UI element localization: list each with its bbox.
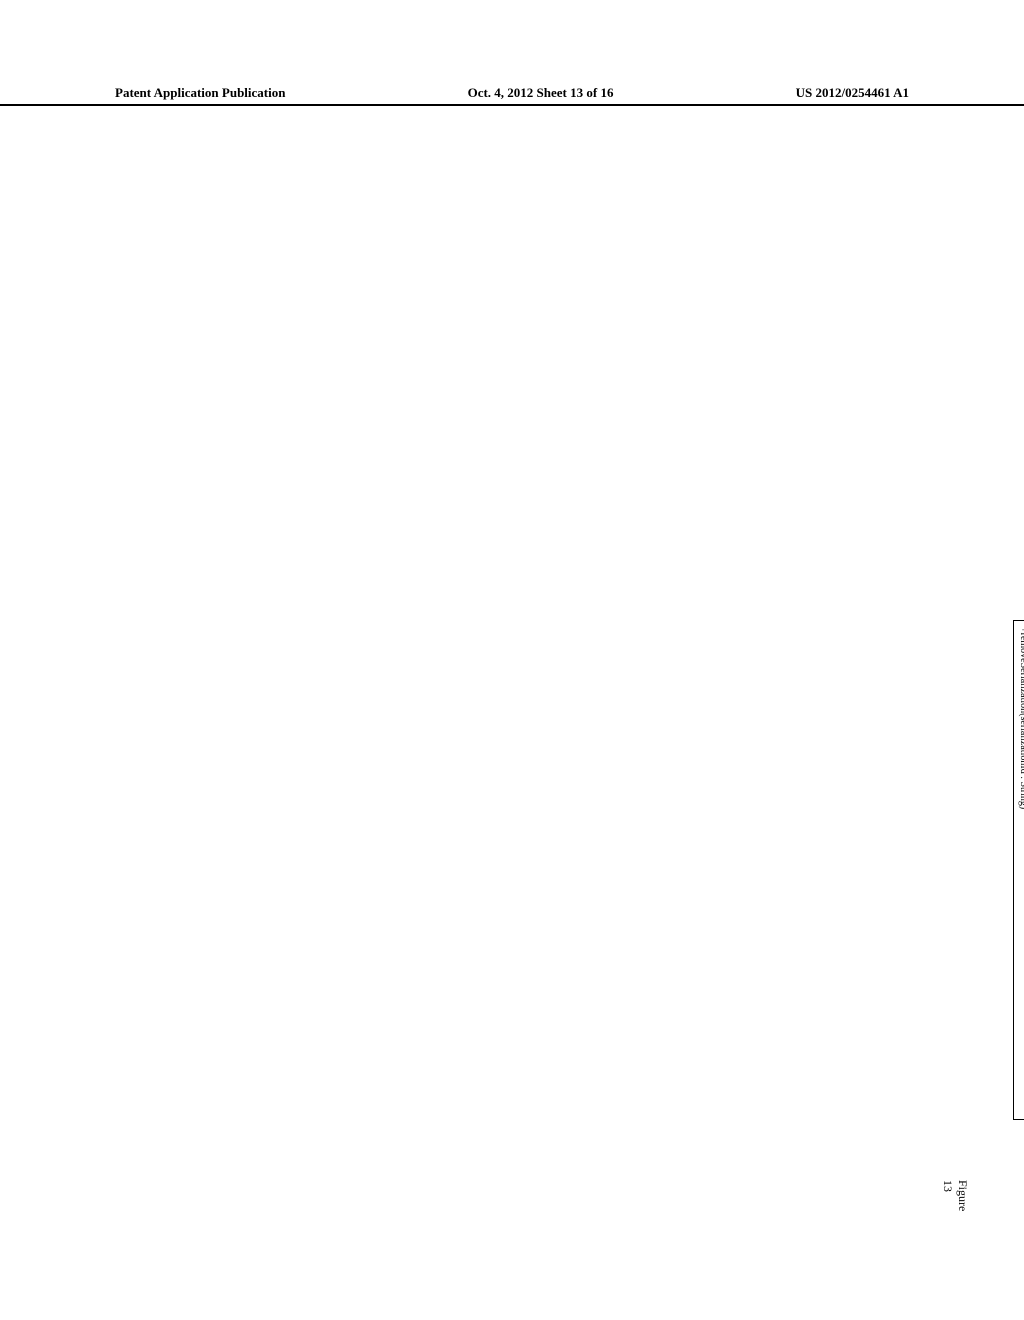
vrmp-operations: <<create>>-VrmpConnectionHandshakeContri… — [1014, 621, 1024, 1119]
page-header: Patent Application Publication Oct. 4, 2… — [0, 85, 1024, 106]
header-right: US 2012/0254461 A1 — [796, 85, 909, 101]
figure-label: Figure 13 — [940, 1180, 970, 1214]
header-center: Oct. 4, 2012 Sheet 13 of 16 — [468, 85, 614, 101]
header-left: Patent Application Publication — [115, 85, 285, 101]
uml-operation: +removeSerialization(serializationId : S… — [1017, 627, 1024, 1113]
vrmp-class-box: VrmpConnectionHandshakeContributor +GUID… — [1013, 620, 1024, 1120]
uml-diagram: IConnectionHandshakePropertiesHandler Ab… — [115, 420, 1024, 1214]
